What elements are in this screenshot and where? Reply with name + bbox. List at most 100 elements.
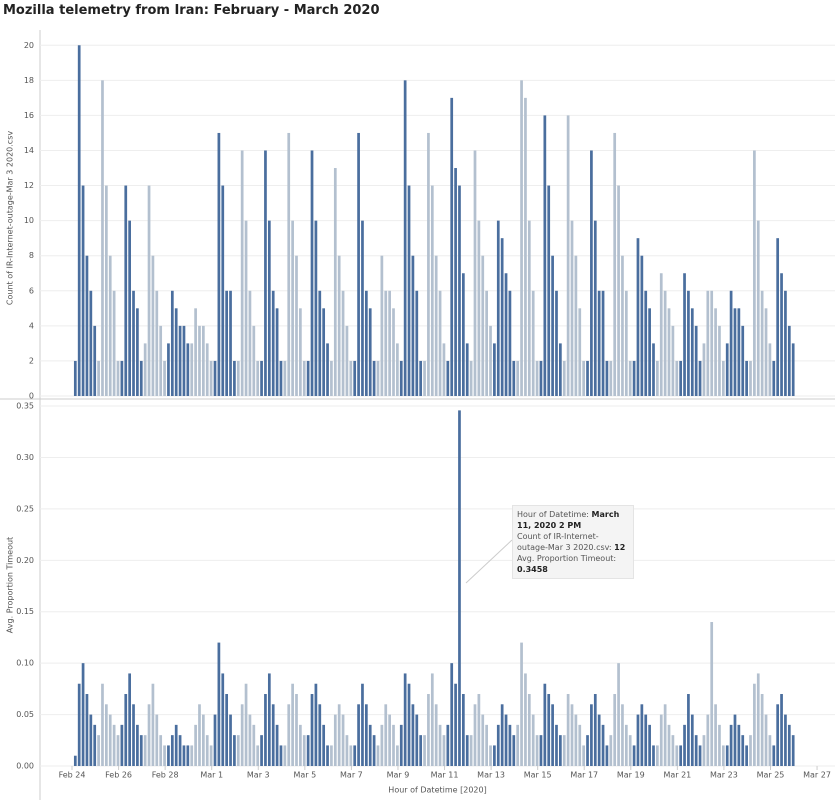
bar xyxy=(562,735,566,766)
bar xyxy=(205,735,209,766)
tooltip-value: 0.3458 xyxy=(517,565,548,574)
bar xyxy=(628,360,632,396)
bar xyxy=(291,683,294,766)
bar xyxy=(198,704,201,766)
y-tick-label: 6 xyxy=(29,286,34,295)
bar xyxy=(167,745,170,766)
bar xyxy=(698,745,702,766)
bar xyxy=(101,80,104,397)
bar xyxy=(446,724,450,766)
bar xyxy=(574,255,578,396)
bar xyxy=(656,360,659,396)
bar xyxy=(690,714,694,766)
bar xyxy=(442,735,446,766)
bar xyxy=(279,360,283,396)
bar xyxy=(562,360,566,396)
bar xyxy=(333,714,337,766)
y-axis-title: Avg. Proportion Timeout xyxy=(6,537,15,633)
bar xyxy=(318,290,322,396)
x-tick-label: Feb 26 xyxy=(105,771,132,780)
bar xyxy=(244,683,248,766)
y-tick-label: 2 xyxy=(29,356,34,365)
y-tick-label: 0.00 xyxy=(16,762,34,771)
x-tick-label: Mar 15 xyxy=(524,771,552,780)
bar xyxy=(756,673,760,766)
bar xyxy=(725,343,729,396)
x-axis-title: Hour of Datetime [2020] xyxy=(388,786,486,795)
bar xyxy=(543,683,547,766)
bar xyxy=(104,704,108,766)
bar xyxy=(477,694,481,766)
tooltip: Hour of Datetime: March 11, 2020 2 PM Co… xyxy=(512,505,634,579)
bar xyxy=(442,343,446,396)
bar xyxy=(535,360,539,396)
bar xyxy=(430,185,434,396)
bar xyxy=(151,683,155,766)
bar xyxy=(539,360,543,396)
bar xyxy=(128,220,131,396)
bar xyxy=(791,343,795,396)
bar xyxy=(485,290,488,396)
tooltip-value: 12 xyxy=(614,543,626,552)
bar xyxy=(302,735,306,766)
bar xyxy=(702,735,706,766)
bar xyxy=(430,673,434,766)
bar xyxy=(632,745,636,766)
bar xyxy=(551,255,554,396)
bar xyxy=(458,410,461,766)
bar xyxy=(314,220,318,396)
bar xyxy=(186,343,190,396)
bar xyxy=(136,308,139,396)
bar xyxy=(663,704,667,766)
bar xyxy=(559,343,562,396)
bar xyxy=(547,185,551,396)
bar xyxy=(621,255,624,396)
bar xyxy=(687,290,690,396)
bar xyxy=(248,290,252,396)
bar xyxy=(733,714,737,766)
bar xyxy=(244,220,248,396)
bar xyxy=(450,97,454,396)
bar xyxy=(624,724,628,766)
bar xyxy=(659,273,663,396)
bar xyxy=(586,735,589,766)
bar xyxy=(504,714,508,766)
bar xyxy=(209,360,213,396)
bar xyxy=(481,714,485,766)
bar xyxy=(531,714,535,766)
bar xyxy=(178,735,182,766)
bar xyxy=(714,704,717,766)
bar xyxy=(209,745,213,766)
bar xyxy=(256,745,260,766)
bar xyxy=(330,360,333,396)
bar xyxy=(768,735,772,766)
bar xyxy=(446,360,450,396)
bar xyxy=(749,735,752,766)
bar xyxy=(772,745,776,766)
bar xyxy=(77,45,81,397)
bar xyxy=(295,255,298,396)
bar xyxy=(652,343,655,396)
bar xyxy=(520,642,523,766)
bar xyxy=(388,714,391,766)
bar xyxy=(745,745,748,766)
bar xyxy=(252,724,256,766)
bar xyxy=(267,220,271,396)
bar xyxy=(419,360,423,396)
bar xyxy=(116,735,120,766)
bar xyxy=(489,325,492,396)
bar xyxy=(648,308,651,396)
bar xyxy=(609,360,613,396)
bar xyxy=(264,694,267,766)
bar xyxy=(566,115,570,396)
x-tick-label: Mar 1 xyxy=(200,771,223,780)
bar xyxy=(764,714,768,766)
bar xyxy=(163,745,166,766)
bar xyxy=(590,150,593,396)
bar xyxy=(531,290,535,396)
bar xyxy=(493,745,496,766)
bar xyxy=(217,132,221,397)
x-tick-label: Mar 19 xyxy=(617,771,645,780)
bar xyxy=(718,325,721,396)
bar xyxy=(333,168,337,396)
